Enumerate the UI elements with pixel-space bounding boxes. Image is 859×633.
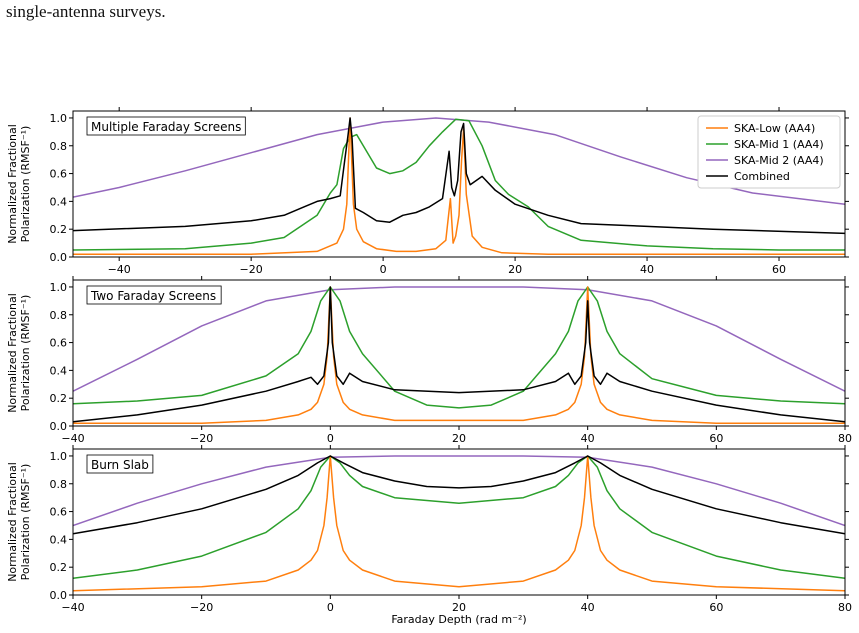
y-tick-label: 0.8 [50, 309, 68, 322]
panel-title: Multiple Faraday Screens [91, 120, 241, 134]
x-tick-label: 20 [452, 601, 466, 614]
y-axis-label: Normalized FractionalPolarization (RMSF⁻… [6, 293, 32, 413]
series-line-ska-mid-1-aa4 [73, 286, 845, 409]
x-tick-label: 80 [838, 432, 852, 445]
x-tick-label: −20 [190, 432, 213, 445]
panel-title: Two Faraday Screens [90, 289, 216, 303]
series-line-ska-low-aa4 [73, 286, 845, 424]
x-tick-label: −20 [240, 263, 263, 276]
y-tick-label: 0.4 [50, 533, 68, 546]
panel-title: Burn Slab [91, 458, 149, 472]
x-tick-label: −20 [190, 601, 213, 614]
y-axis-label-line: Normalized Fractional [6, 462, 19, 582]
x-tick-label: 40 [640, 263, 654, 276]
series-line-ska-low-aa4 [73, 455, 845, 592]
series-line-combined [73, 117, 845, 235]
series-line-ska-mid-2-aa4 [73, 117, 845, 205]
x-tick-label: 0 [327, 601, 334, 614]
y-tick-label: 0.2 [50, 223, 68, 236]
series-line-ska-mid-1-aa4 [73, 455, 845, 580]
x-axis-label: Faraday Depth (rad m⁻²) [391, 613, 526, 626]
y-tick-label: 0.0 [50, 589, 68, 602]
x-tick-label: 40 [581, 432, 595, 445]
legend-entry: SKA-Mid 1 (AA4) [734, 138, 824, 151]
x-tick-label: 60 [772, 263, 786, 276]
x-tick-label: 80 [838, 601, 852, 614]
series-line-ska-mid-2-aa4 [73, 286, 845, 392]
y-tick-label: 0.6 [50, 168, 68, 181]
x-tick-label: 40 [581, 601, 595, 614]
plot-frame [72, 110, 846, 258]
y-tick-label: 0.6 [50, 506, 68, 519]
y-axis-label-line: Normalized Fractional [6, 293, 19, 413]
x-tick-label: 20 [452, 432, 466, 445]
y-tick-label: 1.0 [50, 450, 68, 463]
y-tick-label: 0.8 [50, 140, 68, 153]
x-tick-label: 0 [380, 263, 387, 276]
plot-frame [72, 448, 846, 596]
legend-entry: Combined [734, 170, 790, 183]
legend-entry: SKA-Mid 2 (AA4) [734, 154, 824, 167]
y-axis-label: Normalized FractionalPolarization (RMSF⁻… [6, 462, 32, 582]
series-line-combined [73, 455, 845, 535]
y-tick-label: 0.0 [50, 420, 68, 433]
panel-title-box [86, 116, 246, 136]
x-tick-label: −40 [61, 432, 84, 445]
series-line-ska-mid-2-aa4 [73, 455, 845, 527]
chart-panel-2: −40 −20 0 20 40 60 80 0.0 0.2 0.4 0.6 0.8 1.0 Two Far… [6, 276, 852, 445]
series-line-ska-mid-1-aa4 [73, 118, 845, 251]
x-tick-label: 60 [709, 601, 723, 614]
y-axis-label-line: Polarization (RMSF⁻¹) [19, 126, 32, 243]
y-tick-label: 0.6 [50, 337, 68, 350]
y-axis-label-line: Polarization (RMSF⁻¹) [19, 295, 32, 412]
figure-caption: single-antenna surveys. [6, 2, 166, 21]
panel-title-box [86, 454, 154, 474]
x-tick-label: −40 [61, 601, 84, 614]
series-line-ska-low-aa4 [73, 117, 845, 255]
y-tick-label: 0.4 [50, 195, 68, 208]
x-tick-label: −40 [108, 263, 131, 276]
y-tick-label: 0.4 [50, 364, 68, 377]
y-tick-label: 0.0 [50, 251, 68, 264]
y-tick-label: 0.8 [50, 478, 68, 491]
legend-entry: SKA-Low (AA4) [734, 122, 815, 135]
y-tick-label: 1.0 [50, 281, 68, 294]
y-axis-label: Normalized FractionalPolarization (RMSF⁻… [6, 124, 32, 244]
legend-frame [697, 115, 841, 189]
y-tick-label: 0.2 [50, 392, 68, 405]
series-line-combined [73, 286, 845, 423]
x-tick-label: 0 [327, 432, 334, 445]
chart-panel-1: −40 −20 0 20 40 60 0.0 0.2 0.4 0.6 0.8 1.0 Multiple … [6, 107, 849, 276]
y-tick-label: 0.2 [50, 561, 68, 574]
x-tick-label: 20 [508, 263, 522, 276]
chart-panel-3: −40 −20 0 20 40 60 80 0.0 0.2 0.4 0.6 0.8 1.0 Burn Sl… [6, 445, 852, 614]
y-axis-label-line: Normalized Fractional [6, 124, 19, 244]
y-tick-label: 1.0 [50, 112, 68, 125]
legend: SKA-Low (AA4) SKA-Mid 1 (AA4) SKA-Mid 2 (A… [697, 115, 841, 189]
y-axis-label-line: Polarization (RMSF⁻¹) [19, 464, 32, 581]
panel-title-box [86, 285, 222, 305]
x-tick-label: 60 [709, 432, 723, 445]
